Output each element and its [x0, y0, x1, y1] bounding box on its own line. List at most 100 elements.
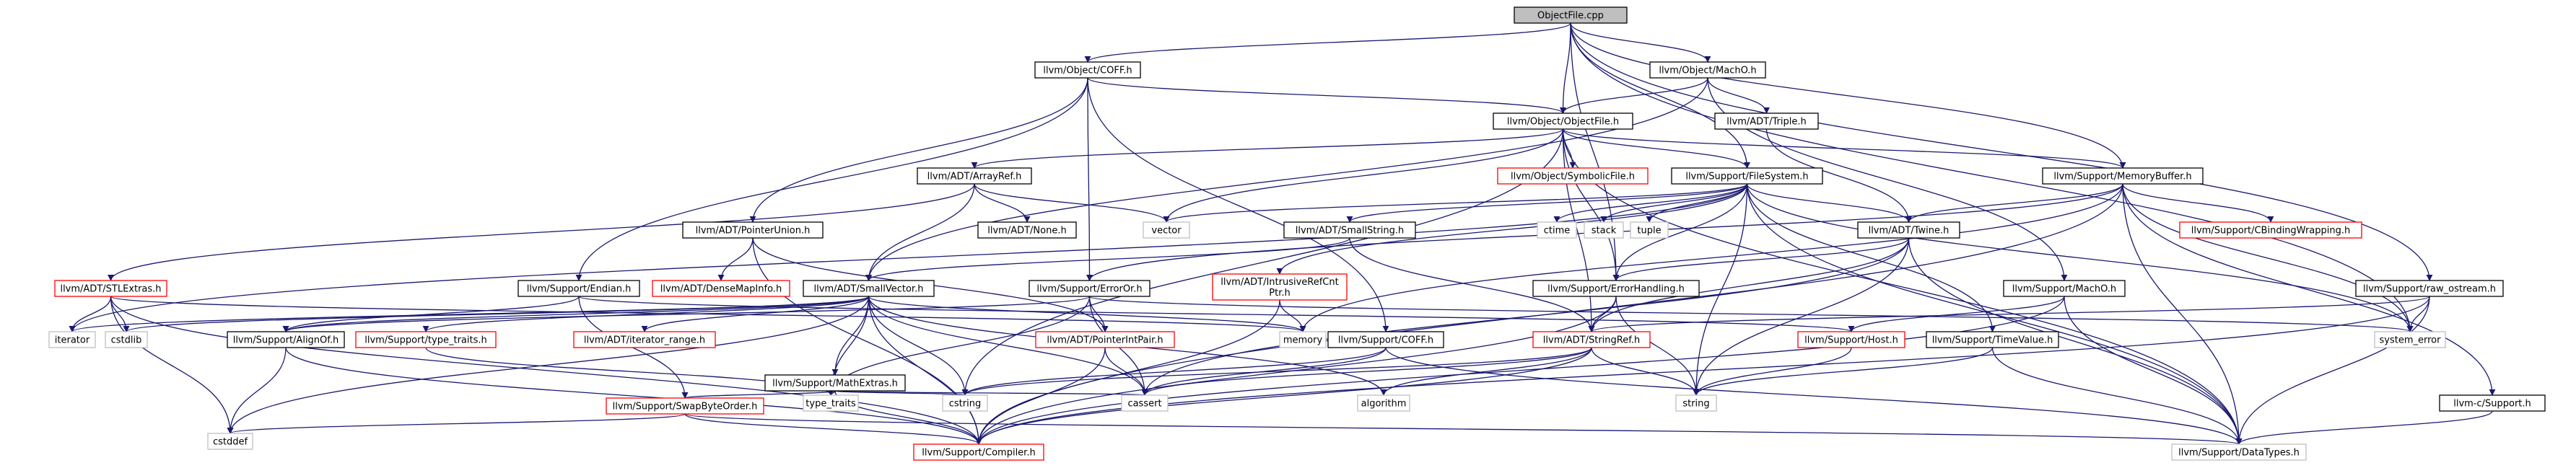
edge-rawostream-to-compiler: [975, 296, 2430, 445]
node-box: [1857, 221, 1960, 239]
node-twine[interactable]: llvm/ADT/Twine.h: [1857, 221, 1960, 239]
node-math-extras[interactable]: llvm/Support/MathExtras.h: [764, 374, 906, 392]
node-box: [518, 280, 640, 297]
node-box: [682, 221, 824, 239]
node-label: system_error: [2380, 335, 2442, 346]
node-box: [1121, 394, 1169, 412]
node-pointer-union[interactable]: llvm/ADT/PointerUnion.h: [682, 221, 824, 239]
edge-mathextras-to-cassert: [834, 389, 1148, 396]
node-label: llvm/ADT/STLExtras.h: [60, 284, 161, 295]
node-support-coff[interactable]: llvm/Support/COFF.h: [1327, 331, 1444, 348]
node-triple[interactable]: llvm/ADT/Triple.h: [1714, 112, 1819, 130]
node-label: llvm/Object/COFF.h: [1043, 66, 1132, 76]
node-raw-ostream[interactable]: llvm/Support/raw_ostream.h: [2355, 280, 2504, 297]
node-box: [1034, 61, 1141, 79]
node-error-or[interactable]: llvm/Support/ErrorOr.h: [1029, 280, 1151, 297]
edge-filesystem-to-timevalue: [1746, 183, 1996, 332]
node-box: [207, 433, 253, 450]
node-box: [573, 331, 716, 348]
edge-swapbyteorder-to-cstddef: [227, 413, 686, 434]
node-cstddef: cstddef: [207, 433, 253, 450]
node-host[interactable]: llvm/Support/Host.h: [1797, 331, 1905, 348]
node-label: llvm/Support/COFF.h: [1338, 335, 1433, 346]
node-box: [1279, 331, 1327, 348]
edge-objectfile-to-stringref: [1562, 128, 1595, 332]
node-label: ctime: [1544, 226, 1571, 237]
edge-twine-to-cassert: [1141, 237, 1910, 396]
node-time-value[interactable]: llvm/Support/TimeValue.h: [1926, 331, 2059, 348]
node-c-binding-wrapping[interactable]: llvm/Support/CBindingWrapping.h: [2179, 221, 2362, 239]
edge-supportendian-to-host: [578, 296, 1854, 332]
edge-coff-to-erroror: [1086, 77, 1093, 281]
edge-errorhandling-to-string: [1615, 296, 1700, 396]
node-box: [1537, 221, 1577, 239]
node-iterator-range[interactable]: llvm/ADT/iterator_range.h: [573, 331, 716, 348]
node-stl-extras[interactable]: llvm/ADT/STLExtras.h: [54, 280, 167, 297]
edge-erroror-to-alignof: [282, 296, 1091, 332]
node-macho[interactable]: llvm/Object/MachO.h: [1649, 61, 1766, 79]
edge-macho-to-objectfile: [1560, 77, 1708, 114]
node-label: algorithm: [1361, 399, 1407, 410]
node-box: [1497, 167, 1649, 185]
node-support-macho[interactable]: llvm/Support/MachO.h: [2003, 280, 2126, 297]
edge-smallvector-to-memory: [868, 296, 1306, 332]
node-label: llvm/ADT/IntrusiveRefCnt: [1221, 277, 1338, 288]
node-label: llvm/ADT/SmallString.h: [1296, 226, 1404, 237]
node-compiler[interactable]: llvm/Support/Compiler.h: [913, 443, 1044, 461]
node-box: [652, 280, 790, 297]
node-error-handling[interactable]: llvm/Support/ErrorHandling.h: [1532, 280, 1700, 297]
node-box: [2003, 280, 2126, 297]
node-type-traits[interactable]: llvm/Support/type_traits.h: [355, 331, 497, 348]
node-symbolic-file[interactable]: llvm/Object/SymbolicFile.h: [1497, 167, 1649, 185]
node-label: llvm/Object/ObjectFile.h: [1507, 117, 1619, 128]
node-file-system[interactable]: llvm/Support/FileSystem.h: [1671, 167, 1823, 185]
node-iterator: iterator: [48, 331, 96, 348]
node-arrayref[interactable]: llvm/ADT/ArrayRef.h: [917, 167, 1032, 185]
edge-pointerintpair-to-compiler: [975, 347, 1106, 445]
edge-stlextras-to-iterator: [69, 296, 112, 332]
node-box: [1649, 61, 1766, 79]
edge-supportcoff-to-cassert: [1141, 347, 1387, 396]
node-small-string[interactable]: llvm/ADT/SmallString.h: [1283, 221, 1416, 239]
edge-supportmacho-to-compiler: [975, 296, 2065, 445]
node-dense-map-info[interactable]: llvm/ADT/DenseMapInfo.h: [652, 280, 790, 297]
node-small-vector[interactable]: llvm/ADT/SmallVector.h: [803, 280, 935, 297]
node-box: [227, 331, 345, 348]
edge-intrusiverefcnt-to-memory: [1279, 299, 1306, 332]
edge-objectfile-to-vector: [1163, 128, 1564, 223]
node-llvm-c-support[interactable]: llvm-c/Support.h: [2439, 394, 2546, 412]
node-label: stack: [1592, 226, 1617, 237]
node-align-of[interactable]: llvm/Support/AlignOf.h: [227, 331, 345, 348]
edge-supportmacho-to-datatypes: [2064, 296, 2243, 445]
edge-objectfile-to-arrayref: [971, 128, 1564, 169]
node-label: llvm/Support/CBindingWrapping.h: [2191, 226, 2351, 237]
edge-layer: [69, 22, 2496, 445]
edge-pointerunion-to-densemapinfo: [717, 237, 754, 281]
node-label: llvm/Support/MemoryBuffer.h: [2053, 172, 2191, 182]
edge-alignof-to-cstddef: [227, 347, 287, 434]
node-coff[interactable]: llvm/Object/COFF.h: [1034, 61, 1141, 79]
node-label: llvm/ADT/DenseMapInfo.h: [660, 284, 782, 295]
edge-memorybuffer-to-cbindingwrapping: [2122, 183, 2274, 223]
edge-stringref-to-cstring: [961, 347, 1592, 396]
node-label: llvm/ADT/None.h: [987, 226, 1066, 237]
edge-mathextras-to-stdtypetraits: [827, 389, 836, 396]
edge-root-to-errorhandling: [1570, 22, 1620, 281]
node-support-endian[interactable]: llvm/Support/Endian.h: [518, 280, 640, 297]
edge-stlextras-to-cstdlib: [110, 296, 130, 332]
node-object-file[interactable]: llvm/Object/ObjectFile.h: [1493, 112, 1633, 130]
node-box: [1532, 331, 1651, 348]
node-root-file[interactable]: ObjectFile.cpp: [1514, 6, 1628, 24]
node-box: [803, 280, 935, 297]
node-pointer-int-pair[interactable]: llvm/ADT/PointerIntPair.h: [1035, 331, 1175, 348]
edge-macho-to-smallvector: [865, 77, 1708, 281]
node-string-ref[interactable]: llvm/ADT/StringRef.h: [1532, 331, 1651, 348]
node-swap-byte-order[interactable]: llvm/Support/SwapByteOrder.h: [606, 397, 764, 415]
edge-twine-to-errorhandling: [1612, 237, 1910, 281]
node-none[interactable]: llvm/ADT/None.h: [977, 221, 1077, 239]
node-box: [1714, 112, 1819, 130]
node-layer: ObjectFile.cpp llvm/Object/COFF.h llvm/O…: [48, 6, 2546, 461]
node-label: llvm/Support/AlignOf.h: [233, 335, 339, 346]
node-memory-buffer[interactable]: llvm/Support/MemoryBuffer.h: [2042, 167, 2204, 185]
